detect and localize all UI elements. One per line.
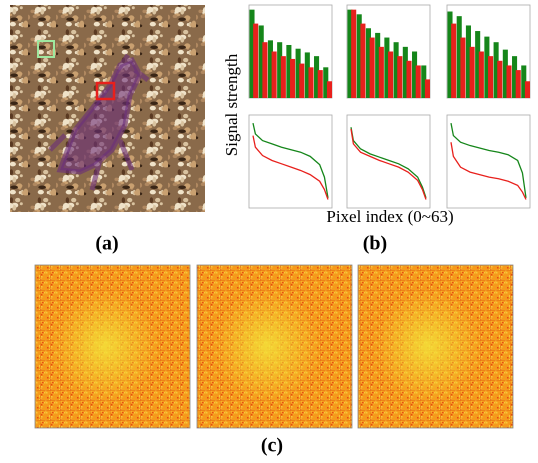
chart-frame xyxy=(446,114,531,209)
bar xyxy=(253,23,259,99)
bar xyxy=(360,23,366,99)
bar xyxy=(267,40,273,98)
bar xyxy=(369,37,375,98)
small-chart xyxy=(248,114,333,209)
small-chart xyxy=(346,114,431,209)
bar xyxy=(249,9,255,98)
bar xyxy=(375,32,381,98)
photo xyxy=(10,5,205,212)
heatmap-blob xyxy=(197,265,352,428)
bar xyxy=(521,65,527,98)
bar xyxy=(402,46,408,98)
bar xyxy=(421,65,427,98)
bar xyxy=(424,79,430,98)
bar xyxy=(280,56,286,98)
bar xyxy=(415,65,421,98)
bar xyxy=(506,65,512,98)
bar xyxy=(484,36,490,98)
bar xyxy=(451,23,457,99)
heatmap-blob xyxy=(35,265,190,428)
panel-label: (a) xyxy=(95,233,118,255)
bar xyxy=(512,56,518,98)
bar xyxy=(515,70,521,98)
bar xyxy=(469,46,475,98)
bar xyxy=(406,60,412,98)
bar xyxy=(304,52,310,98)
bar xyxy=(262,42,268,98)
bar xyxy=(277,42,283,98)
bar xyxy=(295,48,301,98)
line xyxy=(350,128,427,200)
bar xyxy=(356,14,362,98)
bar xyxy=(258,25,264,98)
small-chart xyxy=(446,4,531,99)
line xyxy=(252,135,329,200)
red-box xyxy=(95,81,116,101)
bar xyxy=(478,51,484,98)
bar xyxy=(347,9,353,98)
bar xyxy=(365,28,371,98)
bar xyxy=(323,67,329,98)
bar xyxy=(286,44,292,98)
bar xyxy=(314,56,320,98)
bar xyxy=(351,9,357,98)
bar xyxy=(397,56,403,98)
panel-label: (b) xyxy=(363,233,387,255)
chart-frame xyxy=(248,114,333,209)
panel-label: (c) xyxy=(261,435,283,457)
bar xyxy=(460,37,466,98)
bar xyxy=(299,63,305,98)
bar xyxy=(497,60,503,98)
bar xyxy=(502,49,508,98)
bar xyxy=(447,11,453,98)
bar xyxy=(271,51,277,98)
x-axis-label: Pixel index (0~63) xyxy=(326,207,453,226)
bar xyxy=(456,16,462,98)
bar xyxy=(393,42,399,98)
bar xyxy=(290,58,296,98)
line xyxy=(350,127,427,199)
bar xyxy=(524,81,530,98)
bar xyxy=(465,25,471,98)
bar xyxy=(384,37,390,98)
bar xyxy=(493,42,499,98)
bar xyxy=(388,51,394,98)
bar xyxy=(412,51,418,98)
bar xyxy=(308,67,314,98)
bar xyxy=(378,46,384,98)
line xyxy=(252,123,329,198)
line xyxy=(450,142,527,200)
bar xyxy=(326,81,332,98)
heatmap-blob xyxy=(358,265,513,428)
y-axis-label: Signal strength xyxy=(222,53,241,156)
bar xyxy=(475,31,481,98)
small-chart xyxy=(248,4,333,99)
small-chart xyxy=(346,4,431,99)
chart-frame xyxy=(346,114,431,209)
line xyxy=(450,123,527,198)
small-chart xyxy=(446,114,531,209)
bar xyxy=(317,70,323,98)
bar xyxy=(488,56,494,98)
green-box xyxy=(37,40,55,58)
crab-mask xyxy=(48,53,150,191)
heatmaps xyxy=(34,264,514,429)
